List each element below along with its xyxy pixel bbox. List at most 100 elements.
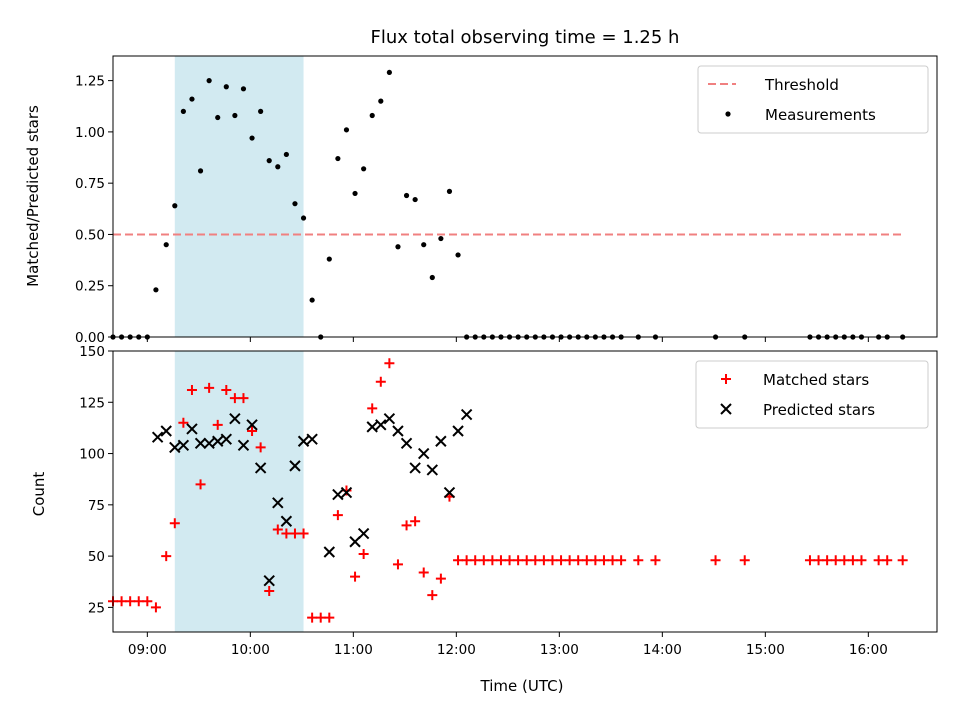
legend-matched-swatch <box>721 374 731 384</box>
matched-star-marker <box>830 555 841 566</box>
measurement-point <box>153 287 159 293</box>
matched-star-marker <box>710 555 721 566</box>
measurement-point <box>206 78 212 84</box>
matched-star-marker <box>169 518 180 529</box>
measurement-point <box>446 188 453 194</box>
predicted-star-marker <box>392 425 404 437</box>
chart-title: Flux total observing time = 1.25 h <box>371 27 680 48</box>
matched-star-marker <box>847 555 858 566</box>
measurement-point <box>352 190 358 197</box>
matched-star-marker <box>453 555 464 566</box>
measurement-point <box>258 108 264 114</box>
predicted-star-marker <box>151 431 164 443</box>
matched-star-marker <box>350 571 361 582</box>
measurement-point <box>300 215 307 221</box>
matched-star-marker <box>418 567 429 578</box>
predicted-star-marker <box>237 439 250 452</box>
predicted-star-marker <box>177 439 190 452</box>
measurement-point <box>335 155 341 162</box>
legend-measurement-swatch <box>725 111 731 117</box>
bottom-y-tick-label: 100 <box>79 447 105 463</box>
top-axes-frame <box>112 55 938 338</box>
predicted-star-marker <box>306 433 318 445</box>
matched-star-marker <box>487 555 498 566</box>
measurement-point <box>455 252 461 258</box>
matched-star-marker <box>547 555 558 566</box>
matched-star-marker <box>367 403 378 414</box>
top-legend-label: Measurements <box>765 106 876 124</box>
predicted-star-marker <box>220 433 233 445</box>
predicted-star-marker <box>460 408 473 421</box>
bottom-y-tick-label: 125 <box>79 395 105 411</box>
matched-star-marker <box>573 555 584 566</box>
bottom-y-tick-label: 150 <box>79 344 105 360</box>
measurement-point <box>326 256 332 262</box>
bottom-legend-label: Matched stars <box>763 371 869 389</box>
matched-star-marker <box>538 555 549 566</box>
predicted-star-marker <box>443 486 456 499</box>
predicted-star-marker <box>272 497 284 509</box>
top-legend-label: Threshold <box>764 76 839 94</box>
measurement-point <box>197 168 204 174</box>
count-panel: 25 50 75 100 125 150 09:00 10:00 11:00 12:00 13:00… <box>79 344 938 658</box>
matched-star-marker <box>315 612 326 623</box>
matched-star-marker <box>650 555 661 566</box>
matched-star-marker <box>581 555 592 566</box>
measurement-point <box>429 274 435 281</box>
measurement-point <box>240 86 247 92</box>
matched-star-marker <box>521 555 532 566</box>
matched-star-marker <box>556 555 567 566</box>
top-y-tick-label: 1.25 <box>75 74 105 90</box>
matched-star-marker <box>186 384 197 395</box>
matched-star-marker <box>281 528 292 539</box>
measurement-point <box>369 112 375 119</box>
measurement-point <box>172 203 178 209</box>
matched-star-marker <box>470 555 481 566</box>
top-legend-box <box>697 65 929 134</box>
bottom-y-tick-label: 50 <box>88 549 105 565</box>
matched-star-marker <box>598 555 609 566</box>
top-y-tick-label: 0.00 <box>75 330 105 346</box>
predicted-star-marker <box>383 412 396 425</box>
predicted-star-marker <box>366 421 378 433</box>
measurement-point <box>249 135 255 141</box>
x-tick-label: 13:00 <box>540 642 579 658</box>
matched-star-marker <box>822 555 833 566</box>
matched-star-marker <box>897 555 908 566</box>
matched-star-marker <box>882 555 893 566</box>
bottom-axes-frame <box>112 350 938 633</box>
predicted-star-marker <box>212 435 224 447</box>
measurement-point <box>223 84 229 90</box>
matched-star-marker <box>195 479 206 490</box>
predicted-star-marker <box>400 437 413 450</box>
predicted-star-marker <box>194 437 207 450</box>
matched-star-marker <box>221 384 232 395</box>
matched-star-marker <box>478 555 489 566</box>
x-tick-label: 11:00 <box>334 642 373 658</box>
matched-star-marker <box>590 555 601 566</box>
matched-star-marker <box>358 549 369 560</box>
bottom-y-tick-label: 25 <box>88 600 105 616</box>
predicted-star-marker <box>263 575 275 587</box>
predicted-star-marker <box>340 486 353 499</box>
measurement-point <box>180 108 186 114</box>
matched-star-marker <box>739 555 750 566</box>
legend-predicted-swatch <box>720 403 732 415</box>
matched-star-marker <box>607 555 618 566</box>
predicted-star-marker <box>160 425 172 437</box>
predicted-star-marker <box>435 435 447 447</box>
matched-star-marker <box>392 559 403 570</box>
measurement-point <box>283 151 289 158</box>
x-tick-label: 16:00 <box>849 642 888 658</box>
measurement-point <box>163 242 169 248</box>
matched-star-marker <box>504 555 515 566</box>
top-observing-window <box>174 56 304 337</box>
matched-star-marker <box>247 425 258 436</box>
matched-star-marker <box>813 555 824 566</box>
top-y-tick-label: 1.00 <box>75 125 105 141</box>
predicted-star-marker <box>229 412 241 425</box>
predicted-star-marker <box>246 419 258 431</box>
predicted-star-marker <box>186 423 198 435</box>
matched-star-marker <box>804 555 815 566</box>
